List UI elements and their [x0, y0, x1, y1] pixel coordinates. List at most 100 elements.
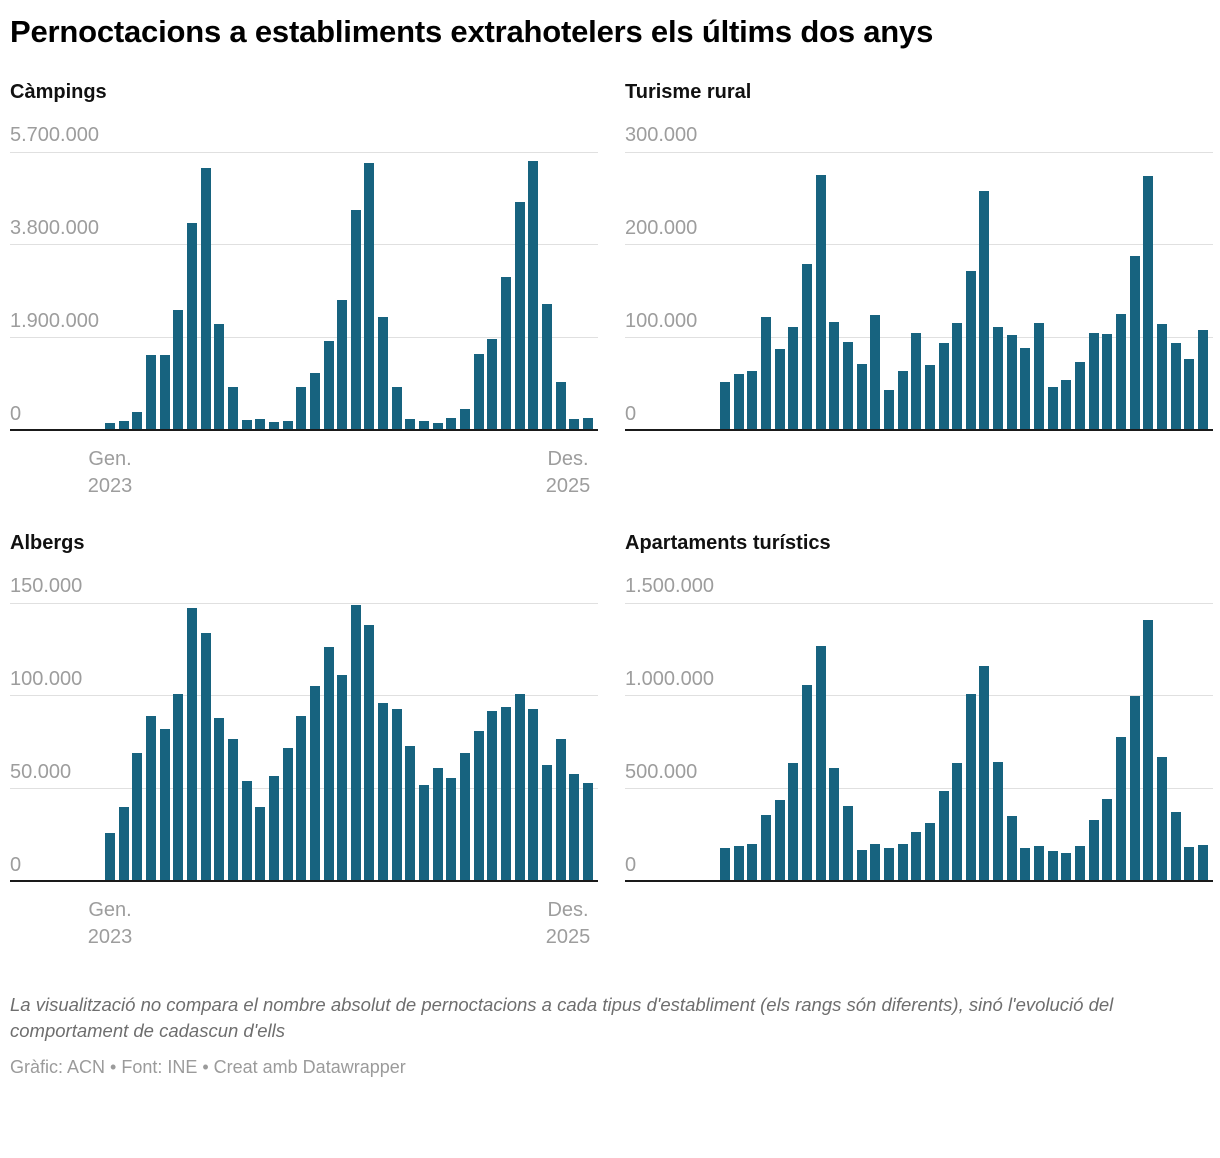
- bar-oct-2023: [842, 805, 853, 880]
- bar-oct-2024: [391, 386, 402, 429]
- bar-abr-2024: [924, 823, 935, 880]
- bar-oct-2023: [227, 738, 238, 880]
- bar-ago-2023: [200, 632, 211, 880]
- bar-ago-2024: [364, 625, 375, 880]
- y-axis-label: 50.000: [10, 760, 72, 783]
- bar-mai-2023: [774, 348, 785, 429]
- bar-set-2025: [542, 303, 553, 429]
- x-axis-albergs: Gen. 2023 Des. 2025: [10, 882, 598, 956]
- bar-mar-2023: [747, 371, 758, 429]
- bar-des-2025: [1197, 330, 1208, 429]
- bar-des-2024: [419, 785, 430, 880]
- bar-gen-2025: [1047, 387, 1058, 429]
- bar-jun-2023: [788, 326, 799, 429]
- bar-des-2025: [582, 783, 593, 880]
- bar-jun-2023: [788, 762, 799, 880]
- bar-jun-2024: [337, 300, 348, 429]
- plot-area-campings: 5.700.000 3.800.000 1.900.000 0: [10, 125, 598, 431]
- bar-ago-2024: [979, 666, 990, 880]
- x-tick-year: 2023: [87, 474, 133, 497]
- bar-oct-2025: [555, 738, 566, 880]
- y-axis-label: 300.000: [625, 123, 698, 146]
- bar-gen-2024: [883, 848, 894, 880]
- bar-set-2024: [993, 326, 1004, 429]
- bar-mai-2023: [774, 799, 785, 880]
- bar-jul-2025: [1129, 255, 1140, 429]
- bar-set-2024: [378, 703, 389, 880]
- y-axis-label: 100.000: [625, 309, 698, 332]
- bar-feb-2025: [446, 417, 457, 429]
- bar-jul-2024: [350, 209, 361, 429]
- bar-des-2024: [419, 420, 430, 429]
- x-tick-end: Des. 2025: [546, 446, 591, 500]
- bar-jun-2025: [501, 277, 512, 429]
- bar-ago-2025: [528, 708, 539, 880]
- bar-jun-2025: [1116, 736, 1127, 880]
- y-axis-label: 1.900.000: [10, 309, 99, 332]
- bar-feb-2025: [446, 777, 457, 880]
- bar-set-2023: [829, 321, 840, 429]
- bar-ago-2023: [815, 175, 826, 429]
- bar-des-2023: [870, 314, 881, 429]
- bar-set-2025: [1157, 323, 1168, 429]
- bar-abr-2023: [760, 317, 771, 429]
- bar-ago-2025: [1143, 619, 1154, 880]
- gridline: [625, 244, 1213, 246]
- bar-oct-2024: [1006, 334, 1017, 429]
- x-tick-month: Des.: [547, 447, 589, 470]
- y-axis-label: 0: [10, 853, 22, 876]
- bar-gen-2024: [883, 389, 894, 429]
- x-tick-month: Gen.: [88, 447, 132, 470]
- bar-mai-2025: [487, 339, 498, 429]
- bar-feb-2023: [733, 846, 744, 880]
- x-tick-month: Gen.: [88, 898, 132, 921]
- bar-mai-2023: [159, 355, 170, 429]
- bar-ago-2025: [1143, 175, 1154, 429]
- x-tick-year: 2025: [545, 474, 591, 497]
- y-axis-label: 0: [625, 853, 637, 876]
- bar-des-2024: [1034, 322, 1045, 429]
- bar-mar-2024: [911, 333, 922, 429]
- bar-mar-2024: [296, 386, 307, 429]
- bar-jun-2024: [952, 762, 963, 880]
- bar-nov-2023: [856, 363, 867, 429]
- bar-abr-2024: [309, 686, 320, 880]
- y-axis-label: 5.700.000: [10, 123, 99, 146]
- bar-des-2023: [870, 843, 881, 880]
- gridline: [10, 244, 598, 246]
- bar-ago-2025: [528, 161, 539, 429]
- bar-mai-2024: [938, 790, 949, 880]
- bar-jun-2023: [173, 310, 184, 429]
- bar-des-2024: [1034, 845, 1045, 880]
- datawrapper-chart: Pernoctacions a establiments extrahotele…: [10, 12, 1213, 1078]
- bar-mai-2025: [487, 710, 498, 880]
- bar-mai-2024: [323, 340, 334, 429]
- bar-abr-2023: [145, 355, 156, 429]
- bar-feb-2023: [118, 421, 129, 429]
- bar-mar-2025: [1075, 361, 1086, 429]
- y-axis-label: 100.000: [10, 667, 83, 690]
- bar-des-2023: [255, 807, 266, 880]
- x-tick-month: Des.: [547, 898, 589, 921]
- bar-des-2025: [582, 418, 593, 429]
- gridline: [625, 787, 1213, 789]
- bar-mai-2025: [1102, 334, 1113, 429]
- x-tick-end: Des. 2025: [546, 897, 591, 951]
- x-tick-year: 2023: [87, 925, 133, 948]
- bar-jun-2024: [337, 675, 348, 880]
- panel-campings: Càmpings 5.700.000 3.800.000 1.900.000 0 Ge…: [10, 80, 600, 505]
- bar-jun-2024: [952, 322, 963, 429]
- bar-nov-2024: [1020, 848, 1031, 880]
- bar-set-2023: [829, 768, 840, 880]
- bar-set-2023: [214, 718, 225, 880]
- bar-abr-2025: [1088, 333, 1099, 429]
- bar-ago-2023: [815, 645, 826, 880]
- bar-nov-2025: [1184, 359, 1195, 429]
- bar-gen-2024: [268, 422, 279, 429]
- bar-feb-2024: [282, 421, 293, 429]
- bar-mai-2024: [323, 647, 334, 880]
- plot-area-apartaments-turistics: 1.500.000 1.000.000 500.000 0: [625, 576, 1213, 882]
- bar-mai-2025: [1102, 799, 1113, 880]
- x-axis-turisme-rural: [625, 431, 1213, 505]
- bar-oct-2024: [391, 708, 402, 880]
